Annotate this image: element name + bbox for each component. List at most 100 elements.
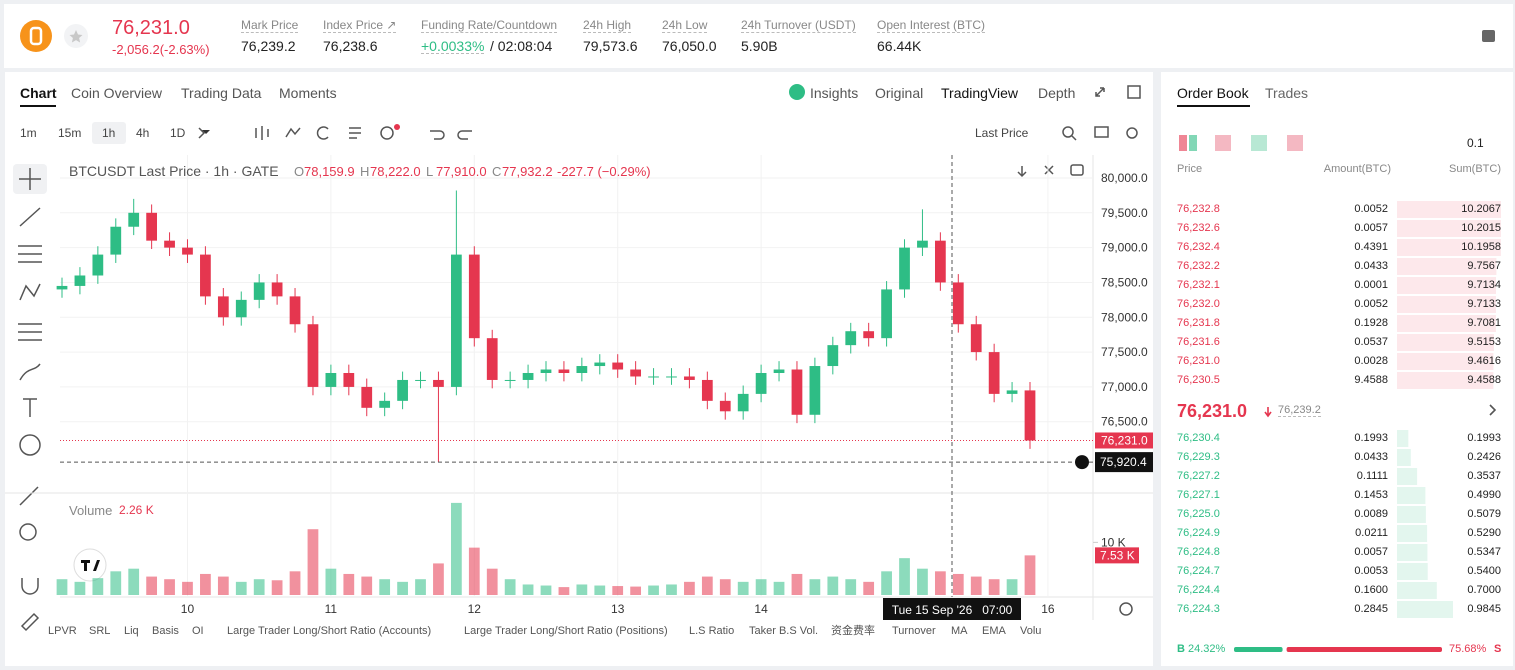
- candle-body: [397, 379, 408, 401]
- price-change: -2,056.2(-2.63%): [112, 42, 210, 57]
- book-mode-icon[interactable]: [1179, 135, 1187, 151]
- volume-bar: [827, 576, 839, 595]
- book-amount: 0.0052: [1354, 203, 1388, 215]
- candle-body: [899, 247, 910, 290]
- candle-body: [540, 369, 552, 373]
- view-tab[interactable]: Depth: [1038, 85, 1076, 101]
- expand-arrow[interactable]: [1489, 404, 1497, 416]
- volume-bar: [773, 581, 785, 595]
- volume-bar: [200, 573, 211, 595]
- candle-body: [164, 240, 175, 248]
- candle-body: [934, 240, 946, 283]
- stat-countdown: / 02:08:04: [490, 38, 553, 54]
- indicator[interactable]: MA: [951, 625, 968, 637]
- depth-bar: [1397, 601, 1453, 618]
- book-amount: 0.0537: [1354, 336, 1388, 348]
- volume-bar: [899, 558, 910, 595]
- book-amount: 0.1928: [1354, 317, 1388, 329]
- indicator[interactable]: EMA: [982, 625, 1006, 637]
- candle-body: [863, 331, 875, 339]
- legend-value: 77,910.0: [436, 164, 487, 179]
- volume-bar: [791, 573, 803, 595]
- volume-bar: [164, 579, 175, 595]
- indicator[interactable]: L.S Ratio: [689, 625, 735, 637]
- volume-bar: [128, 568, 140, 595]
- indicator[interactable]: 资金费率: [831, 625, 875, 637]
- volume-bar: [988, 579, 1000, 595]
- drawing-tools[interactable]: [18, 168, 42, 632]
- indicator[interactable]: Large Trader Long/Short Ratio (Positions…: [464, 625, 668, 637]
- indicator[interactable]: OI: [192, 625, 204, 637]
- x-tick-label: 10: [181, 602, 195, 616]
- candle-body: [558, 369, 570, 373]
- depth-bar: [1397, 353, 1494, 370]
- ratio-label: S: [1494, 643, 1502, 655]
- book-mode-icon[interactable]: [1189, 135, 1197, 151]
- volume-bar: [1024, 555, 1036, 595]
- tab[interactable]: Coin Overview: [71, 85, 163, 101]
- volume-bar: [74, 581, 86, 595]
- book-price: 76,225.0: [1177, 508, 1220, 520]
- price-source[interactable]: Last Price: [975, 126, 1029, 140]
- book-amount: 0.2845: [1354, 603, 1388, 615]
- book-amount: 0.0001: [1354, 279, 1388, 291]
- view-tab[interactable]: Insights: [810, 85, 859, 101]
- book-price: 76,231.0: [1177, 355, 1220, 367]
- candle-body: [146, 212, 158, 241]
- depth-bar: [1397, 258, 1497, 275]
- interval[interactable]: 15m: [58, 126, 82, 140]
- volume-bar: [881, 571, 892, 595]
- indicator[interactable]: SRL: [89, 625, 111, 637]
- tab[interactable]: Trading Data: [181, 85, 262, 101]
- indicator[interactable]: Volu: [1020, 625, 1042, 637]
- interval[interactable]: 1m: [20, 126, 37, 140]
- tab[interactable]: Chart: [20, 85, 57, 101]
- candle-body: [666, 376, 677, 378]
- tab[interactable]: Moments: [279, 85, 337, 101]
- candle-body: [110, 226, 122, 255]
- ratio-value: 24.32%: [1188, 643, 1226, 655]
- book-mode-icon[interactable]: [1251, 135, 1267, 151]
- y-tick-label: 76,500.0: [1101, 415, 1148, 429]
- volume-bar: [630, 586, 642, 595]
- indicator[interactable]: Basis: [152, 625, 179, 637]
- dropdown-arrow[interactable]: [202, 130, 210, 134]
- volume-tag: [1095, 547, 1139, 564]
- mark-price: 76,239.2: [1278, 404, 1321, 417]
- indicator[interactable]: Turnover: [892, 625, 936, 637]
- layout-icon[interactable]: [1482, 30, 1495, 42]
- indicator[interactable]: Liq: [124, 625, 139, 637]
- volume-bar: [970, 576, 982, 595]
- stat-value: 76,050.0: [662, 38, 717, 54]
- book-sum: 0.5400: [1467, 565, 1501, 577]
- book-price: 76,232.2: [1177, 260, 1220, 272]
- book-mode-icon[interactable]: [1287, 135, 1303, 151]
- candle-body: [217, 296, 229, 318]
- book-mode-icon[interactable]: [1215, 135, 1231, 151]
- indicator[interactable]: LPVR: [48, 625, 77, 637]
- candle-body: [684, 376, 695, 380]
- book-price: 76,224.9: [1177, 527, 1220, 539]
- down-arrow: [1264, 407, 1272, 418]
- stat-label: Open Interest (BTC): [877, 18, 986, 33]
- candle-body: [361, 386, 373, 408]
- volume-bar: [450, 502, 462, 595]
- interval[interactable]: 1h: [102, 126, 116, 140]
- volume-bar: [737, 581, 749, 595]
- legend-value: 77,932.2: [502, 164, 553, 179]
- volume-bar: [110, 571, 122, 595]
- precision[interactable]: 0.1: [1467, 136, 1484, 150]
- indicator[interactable]: Taker B.S Vol.: [749, 625, 819, 637]
- indicator[interactable]: Large Trader Long/Short Ratio (Accounts): [227, 625, 432, 637]
- view-tab[interactable]: Original: [875, 85, 924, 101]
- ratio-bar: [1234, 647, 1283, 652]
- interval[interactable]: 1D: [170, 126, 186, 140]
- candle-body: [433, 379, 444, 387]
- book-tab[interactable]: Order Book: [1177, 85, 1249, 101]
- x-tick-label: 11: [325, 602, 338, 616]
- view-tab[interactable]: TradingView: [941, 85, 1019, 101]
- interval[interactable]: 4h: [136, 126, 150, 140]
- book-tab[interactable]: Trades: [1265, 85, 1309, 101]
- toolbar-icons[interactable]: [198, 85, 1141, 616]
- y-tick-label: 77,500.0: [1101, 345, 1148, 359]
